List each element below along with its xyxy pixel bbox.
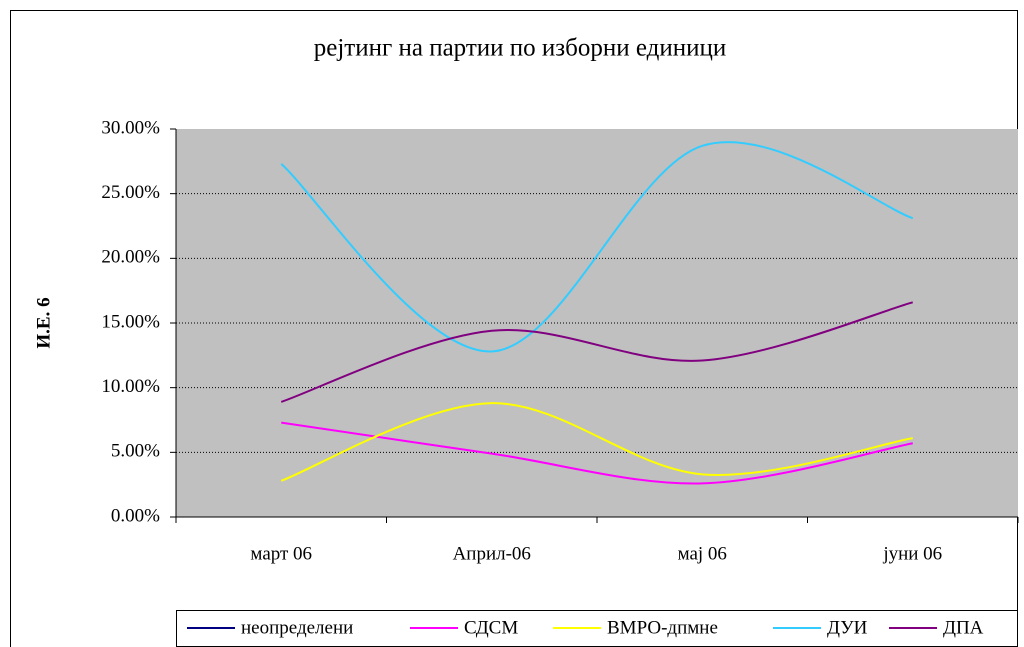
y-tick-label: 25.00%	[101, 182, 160, 203]
y-axis-label: И.Е. 6	[33, 297, 54, 348]
x-tick-label: март 06	[250, 543, 312, 564]
x-tick-label: Април-06	[453, 543, 531, 564]
series-line	[280, 141, 914, 353]
y-tick-label: 0.00%	[111, 505, 160, 526]
x-tick-label: мај 06	[678, 543, 727, 564]
legend-label: неопределени	[241, 617, 353, 638]
legend-label: ДУИ	[827, 617, 868, 638]
legend-label: ВМРО-дпмне	[607, 617, 718, 638]
y-tick-label: 15.00%	[101, 311, 160, 332]
series-line	[280, 301, 914, 403]
series-line	[281, 421, 913, 485]
legend-label: СДСМ	[464, 617, 518, 638]
y-tick-label: 20.00%	[101, 247, 160, 268]
y-tick-label: 30.00%	[101, 117, 160, 138]
series-line	[280, 402, 913, 482]
y-tick-label: 10.00%	[101, 376, 160, 397]
y-tick-label: 5.00%	[111, 441, 160, 462]
x-tick-label: јуни 06	[882, 543, 942, 564]
legend-label: ДПА	[943, 617, 984, 638]
chart-title: рејтинг на партии по изборни единици	[314, 35, 727, 62]
